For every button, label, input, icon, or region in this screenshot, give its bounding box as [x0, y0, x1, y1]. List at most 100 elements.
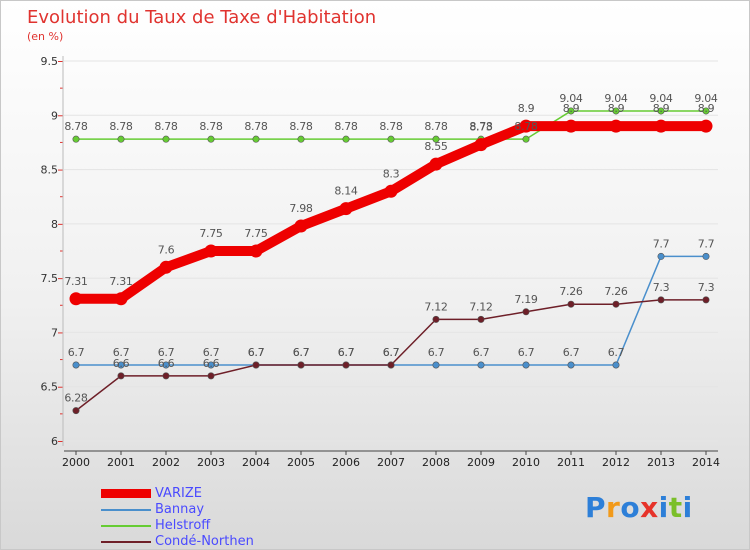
- x-tick-label: 2007: [377, 456, 405, 469]
- logo-letter: i: [658, 491, 669, 524]
- data-label-helstroff: 8.78: [469, 120, 493, 133]
- data-point-bannay: [657, 252, 665, 260]
- legend-label-bannay: Bannay: [155, 502, 205, 517]
- y-axis-unit-label: (en %): [27, 30, 64, 43]
- data-point-bannay: [612, 361, 620, 369]
- data-label-conde-northen: 7.19: [514, 293, 538, 306]
- data-label-varize: 8.3: [383, 167, 400, 180]
- data-point-varize: [204, 244, 218, 258]
- x-tick-label: 2013: [647, 456, 675, 469]
- data-label-varize: 7.31: [109, 275, 132, 288]
- data-label-varize: 7.75: [199, 227, 223, 240]
- data-label-varize: 7.31: [64, 275, 87, 288]
- data-label-bannay: 7.7: [698, 237, 715, 250]
- logo-letter: t: [668, 491, 683, 524]
- data-label-helstroff: 8.78: [64, 120, 88, 133]
- data-label-varize: 8.14: [334, 185, 358, 198]
- legend-item-varize: VARIZE: [101, 486, 202, 502]
- data-label-conde-northen: 7.12: [424, 300, 447, 313]
- x-tick-label: 2008: [422, 456, 450, 469]
- data-point-conde-northen: [72, 407, 80, 415]
- data-label-helstroff: 8.78: [379, 120, 403, 133]
- x-tick-label: 2009: [467, 456, 495, 469]
- data-point-conde-northen: [387, 361, 395, 369]
- data-label-bannay: 6.7: [608, 346, 625, 359]
- data-point-varize: [114, 292, 128, 306]
- data-label-conde-northen: 6.6: [158, 357, 175, 370]
- data-point-conde-northen: [477, 315, 485, 323]
- data-point-conde-northen: [612, 300, 620, 308]
- axis-layer: 6 6.5 7 7.5 8 8.5 9 9.5 2000 2001 2002 2003 2004 2005…: [41, 55, 721, 469]
- data-point-varize: [69, 292, 83, 306]
- data-point-varize: [384, 184, 398, 198]
- data-label-varize: 7.75: [244, 227, 268, 240]
- data-label-conde-northen: 7.3: [698, 281, 715, 294]
- data-point-bannay: [117, 361, 125, 369]
- x-tick-label: 2003: [197, 456, 225, 469]
- data-point-varize: [249, 244, 263, 258]
- data-point-varize: [699, 119, 713, 133]
- data-point-helstroff: [567, 107, 575, 115]
- data-point-bannay: [702, 252, 710, 260]
- data-point-varize: [294, 219, 308, 233]
- data-point-helstroff: [387, 135, 395, 143]
- data-label-conde-northen: 6.6: [203, 357, 220, 370]
- x-tick-label: 2012: [602, 456, 630, 469]
- data-point-bannay: [162, 361, 170, 369]
- data-label-bannay: 7.7: [653, 237, 670, 250]
- data-label-conde-northen: 6.6: [113, 357, 130, 370]
- x-tick-label: 2002: [152, 456, 180, 469]
- data-point-helstroff: [252, 135, 260, 143]
- legend-swatch-bannay: [101, 508, 151, 511]
- data-point-conde-northen: [702, 296, 710, 304]
- data-point-conde-northen: [342, 361, 350, 369]
- data-label-varize: 8.9: [608, 102, 625, 115]
- data-label-conde-northen: 7.12: [469, 300, 492, 313]
- data-point-helstroff: [612, 107, 620, 115]
- logo-letter: r: [606, 491, 621, 524]
- data-point-varize: [159, 260, 173, 274]
- data-label-conde-northen: 6.7: [248, 346, 265, 359]
- data-point-bannay: [567, 361, 575, 369]
- x-tick-label: 2011: [557, 456, 585, 469]
- data-label-varize: 7.6: [158, 243, 175, 256]
- grid-layer: [64, 60, 718, 442]
- data-point-helstroff: [657, 107, 665, 115]
- data-point-varize: [474, 138, 488, 152]
- y-tick-label: 8: [51, 218, 58, 231]
- chart-title: Evolution du Taux de Taxe d'Habitation: [27, 7, 377, 28]
- data-point-varize: [339, 202, 353, 216]
- y-tick-label: 9: [51, 109, 58, 122]
- legend-label-conde-northen: Condé-Northen: [155, 534, 254, 549]
- data-point-varize: [564, 119, 578, 133]
- data-label-bannay: 6.7: [518, 346, 535, 359]
- data-label-bannay: 6.7: [248, 346, 265, 359]
- data-point-bannay: [72, 361, 80, 369]
- logo-letter: i: [682, 491, 693, 524]
- data-point-conde-northen: [162, 372, 170, 380]
- legend-swatch-varize: [101, 489, 151, 498]
- proxiti-logo: Proxiti: [585, 491, 693, 524]
- data-point-helstroff: [522, 135, 530, 143]
- data-label-conde-northen: 6.7: [338, 346, 355, 359]
- logo-letter: x: [640, 491, 659, 524]
- y-tick-label: 8.5: [41, 164, 59, 177]
- legend-label-helstroff: Helstroff: [155, 518, 211, 533]
- data-label-conde-northen: 7.26: [559, 285, 583, 298]
- data-label-helstroff: 8.78: [289, 120, 313, 133]
- data-point-conde-northen: [252, 361, 260, 369]
- data-point-conde-northen: [567, 300, 575, 308]
- legend-swatch-conde-northen: [101, 540, 151, 543]
- data-point-helstroff: [162, 135, 170, 143]
- data-label-varize: 8.55: [424, 140, 448, 153]
- data-point-conde-northen: [207, 372, 215, 380]
- data-label-helstroff: 8.78: [154, 120, 178, 133]
- y-tick-label: 6: [51, 435, 58, 448]
- data-point-helstroff: [342, 135, 350, 143]
- data-label-bannay: 6.7: [68, 346, 85, 359]
- data-label-varize: 7.98: [289, 202, 313, 215]
- data-label-bannay: 6.7: [293, 346, 310, 359]
- data-label-varize: 8.73: [469, 121, 493, 134]
